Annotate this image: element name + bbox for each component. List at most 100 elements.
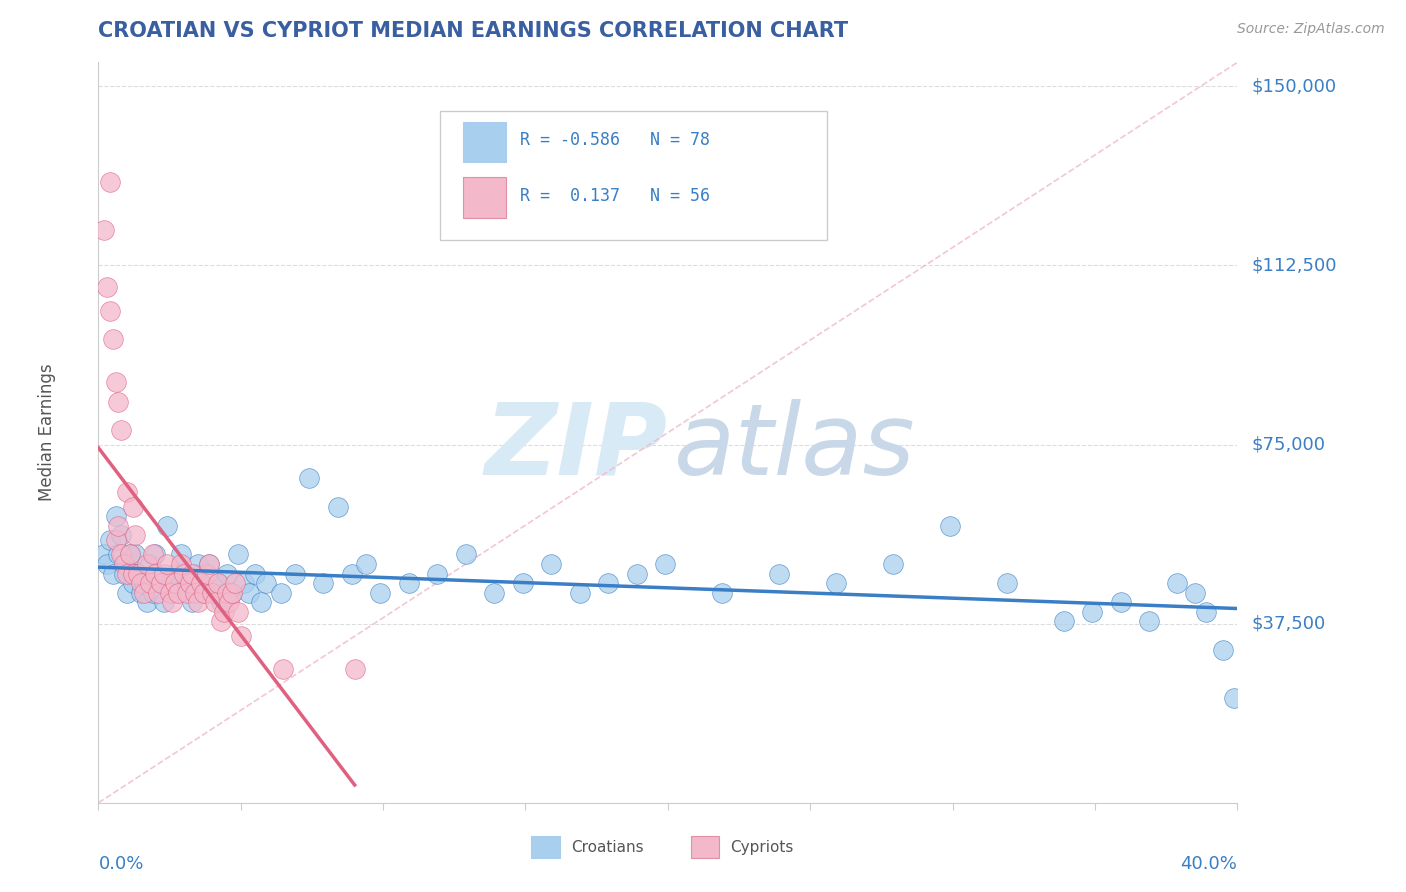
Point (129, 576, 152, 591)
Point (93, 548, 115, 562)
Point (141, 548, 163, 562)
Point (326, 500, 349, 514)
Point (249, 595, 271, 609)
Point (112, 566, 135, 581)
Text: Source: ZipAtlas.com: Source: ZipAtlas.com (1237, 22, 1385, 37)
Point (115, 566, 138, 581)
Point (312, 576, 335, 591)
Point (201, 585, 224, 599)
Point (212, 605, 235, 619)
Point (104, 376, 127, 390)
Point (93, 222, 115, 236)
Point (150, 576, 173, 591)
Point (193, 585, 215, 599)
FancyBboxPatch shape (463, 121, 506, 162)
Text: Median Earnings: Median Earnings (38, 364, 56, 501)
Text: Croatians: Croatians (571, 839, 644, 855)
Point (226, 605, 249, 619)
Point (179, 576, 201, 591)
Point (170, 557, 193, 571)
Point (568, 585, 591, 599)
Point (104, 533, 127, 547)
Text: $112,500: $112,500 (1251, 256, 1337, 275)
Point (187, 557, 209, 571)
Point (127, 566, 149, 581)
Point (187, 595, 209, 609)
Point (340, 566, 363, 581)
Point (824, 576, 846, 591)
Point (162, 595, 184, 609)
Text: atlas: atlas (673, 399, 915, 496)
Point (124, 548, 146, 562)
Point (135, 557, 157, 571)
Point (207, 576, 229, 591)
Point (398, 576, 420, 591)
Point (138, 557, 160, 571)
Point (190, 576, 212, 591)
Point (1109, 595, 1132, 609)
Point (141, 585, 163, 599)
Point (270, 585, 292, 599)
Point (768, 566, 790, 581)
FancyBboxPatch shape (463, 178, 506, 218)
Point (229, 629, 252, 643)
Text: CROATIAN VS CYPRIOT MEDIAN EARNINGS CORRELATION CHART: CROATIAN VS CYPRIOT MEDIAN EARNINGS CORR… (98, 21, 849, 41)
Point (110, 548, 132, 562)
Point (115, 585, 138, 599)
Point (209, 595, 232, 609)
Point (207, 576, 229, 591)
Point (193, 585, 215, 599)
Point (176, 576, 198, 591)
Point (110, 528, 132, 542)
Point (1212, 643, 1234, 657)
Point (181, 595, 204, 609)
Point (184, 585, 207, 599)
Point (98, 175, 121, 189)
Point (165, 566, 187, 581)
Point (124, 528, 146, 542)
Point (190, 576, 212, 591)
Point (215, 566, 238, 581)
Point (110, 423, 132, 437)
Point (218, 595, 240, 609)
Point (150, 576, 173, 591)
Point (132, 576, 155, 591)
Point (138, 576, 160, 591)
Point (224, 576, 246, 591)
Point (1081, 605, 1104, 619)
Point (1223, 690, 1246, 705)
Point (1137, 615, 1160, 629)
Point (995, 576, 1018, 591)
Text: $75,000: $75,000 (1251, 435, 1326, 453)
Point (153, 566, 176, 581)
Point (938, 518, 960, 533)
Point (96, 280, 118, 294)
Text: 0.0%: 0.0% (98, 855, 143, 872)
Point (101, 566, 124, 581)
Point (454, 548, 477, 562)
Text: ZIP: ZIP (485, 399, 668, 496)
Text: 40.0%: 40.0% (1181, 855, 1237, 872)
Point (98, 303, 121, 318)
Point (173, 566, 195, 581)
Point (512, 576, 534, 591)
Point (118, 548, 141, 562)
Point (176, 585, 198, 599)
Point (118, 548, 141, 562)
Point (221, 585, 243, 599)
Point (179, 585, 201, 599)
Point (159, 576, 181, 591)
Point (1184, 585, 1206, 599)
Point (284, 566, 307, 581)
Point (184, 566, 207, 581)
Point (98, 533, 121, 547)
Point (204, 585, 226, 599)
Point (426, 566, 449, 581)
Point (540, 557, 562, 571)
Point (107, 394, 129, 409)
Point (145, 566, 167, 581)
Point (195, 566, 218, 581)
Point (596, 576, 619, 591)
Point (298, 471, 321, 485)
Point (156, 557, 179, 571)
